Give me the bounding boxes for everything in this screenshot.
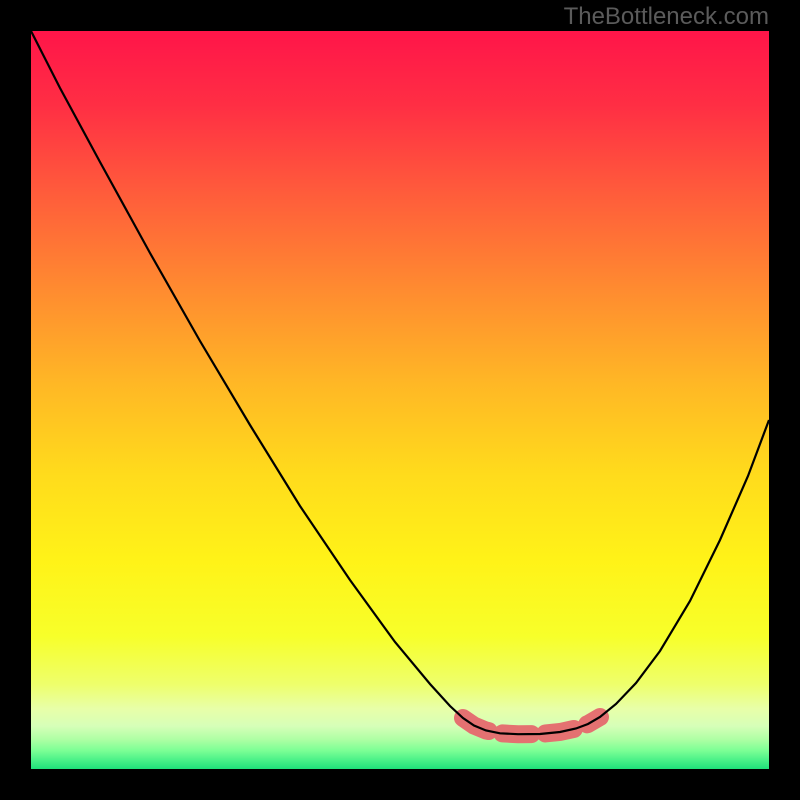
- chart-frame: TheBottleneck.com: [0, 0, 800, 800]
- watermark-text: TheBottleneck.com: [564, 3, 769, 31]
- bottleneck-curve: [31, 31, 769, 734]
- valley-highlight-marker: [463, 717, 600, 734]
- curve-overlay: [0, 0, 800, 800]
